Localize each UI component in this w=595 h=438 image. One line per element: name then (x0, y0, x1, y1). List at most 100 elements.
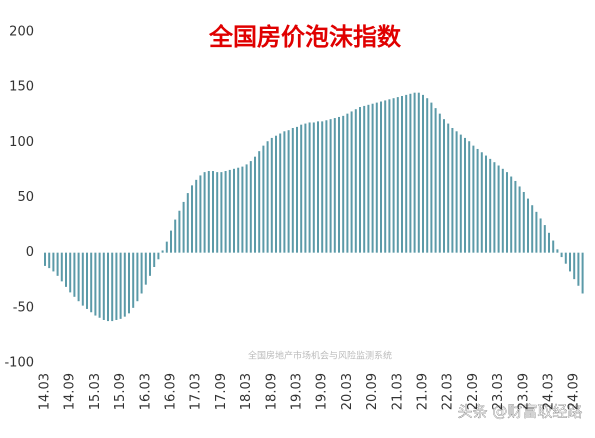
bar (44, 252, 46, 266)
y-tick-label: -50 (13, 300, 34, 315)
x-tick-label: 19.09 (315, 373, 330, 410)
bar (350, 111, 353, 253)
bar (144, 252, 147, 285)
bar (564, 252, 567, 264)
bar (569, 252, 571, 272)
bar (115, 252, 118, 320)
bar (354, 109, 357, 253)
bar (249, 161, 252, 253)
bar (153, 252, 156, 268)
bar (203, 172, 206, 253)
bar (552, 240, 555, 253)
bar (308, 122, 311, 253)
bar (485, 155, 487, 253)
bar (396, 97, 399, 253)
bar (413, 92, 416, 253)
bar (228, 169, 231, 253)
bar (186, 193, 189, 253)
bar (136, 252, 139, 302)
bar (233, 168, 235, 253)
bar (60, 252, 63, 282)
bar (375, 102, 378, 253)
bar (300, 124, 303, 253)
bar (577, 252, 580, 286)
bar (325, 120, 328, 253)
bar (422, 94, 424, 253)
bar (81, 252, 84, 306)
bar (321, 121, 324, 253)
bar (111, 252, 114, 322)
bar (291, 127, 294, 253)
x-tick-label: 17.03 (189, 373, 204, 410)
bar (455, 131, 458, 253)
bar (417, 92, 420, 253)
bar (522, 191, 525, 253)
bar (388, 99, 391, 253)
bar (304, 123, 307, 253)
bar (539, 218, 542, 253)
bar (468, 141, 471, 253)
bar (438, 113, 441, 253)
bar (342, 115, 345, 253)
bar (338, 116, 340, 253)
bar (506, 172, 508, 253)
y-tick-label: -100 (4, 356, 34, 371)
bar (367, 104, 370, 253)
watermark: 全国房地产市场机会与风险监测系统 (248, 350, 392, 362)
bar (102, 252, 105, 320)
bar (224, 171, 227, 253)
bar (170, 230, 172, 253)
x-tick-label: 14.03 (38, 373, 53, 410)
bar (266, 141, 269, 253)
x-tick-label: 14.09 (63, 373, 78, 410)
bar (333, 118, 336, 253)
bar (459, 134, 462, 253)
bar (65, 252, 67, 287)
bar (392, 98, 395, 253)
bar (371, 103, 374, 253)
bar (254, 156, 256, 253)
x-tick-label: 22.03 (441, 373, 456, 410)
bar (165, 241, 168, 253)
bar (476, 148, 479, 253)
bar (56, 252, 59, 276)
bar (207, 171, 210, 253)
x-tick-label: 16.03 (138, 373, 153, 410)
y-tick-label: 50 (17, 190, 34, 205)
bar (493, 162, 496, 253)
y-tick-label: 0 (26, 245, 34, 260)
bar (464, 137, 466, 253)
bar (77, 252, 80, 302)
bar (401, 95, 403, 253)
x-tick-label: 22.09 (466, 373, 481, 410)
bar (543, 225, 546, 253)
bar (52, 252, 55, 272)
bar (241, 166, 244, 253)
bar (69, 252, 72, 293)
bar (262, 145, 265, 253)
bar (497, 165, 500, 253)
x-tick-label: 17.09 (214, 373, 229, 410)
bar (472, 145, 475, 253)
bar (107, 252, 109, 322)
bar (317, 121, 319, 253)
x-tick-label: 20.03 (340, 373, 355, 410)
bar (531, 205, 534, 253)
bar (258, 151, 261, 253)
bar (510, 176, 513, 253)
bar (312, 122, 315, 253)
bar (384, 100, 387, 253)
x-tick-label: 18.09 (264, 373, 279, 410)
bar (220, 172, 223, 253)
bar (527, 198, 529, 253)
bar (123, 252, 126, 317)
bar (434, 108, 437, 253)
chart-title: 全国房价泡沫指数 (208, 23, 402, 51)
bar (270, 137, 273, 253)
bar (451, 127, 454, 253)
bar (535, 211, 538, 253)
x-tick-label: 24.03 (542, 373, 557, 410)
y-tick-label: 150 (9, 80, 34, 95)
x-tick-label: 20.09 (365, 373, 380, 410)
